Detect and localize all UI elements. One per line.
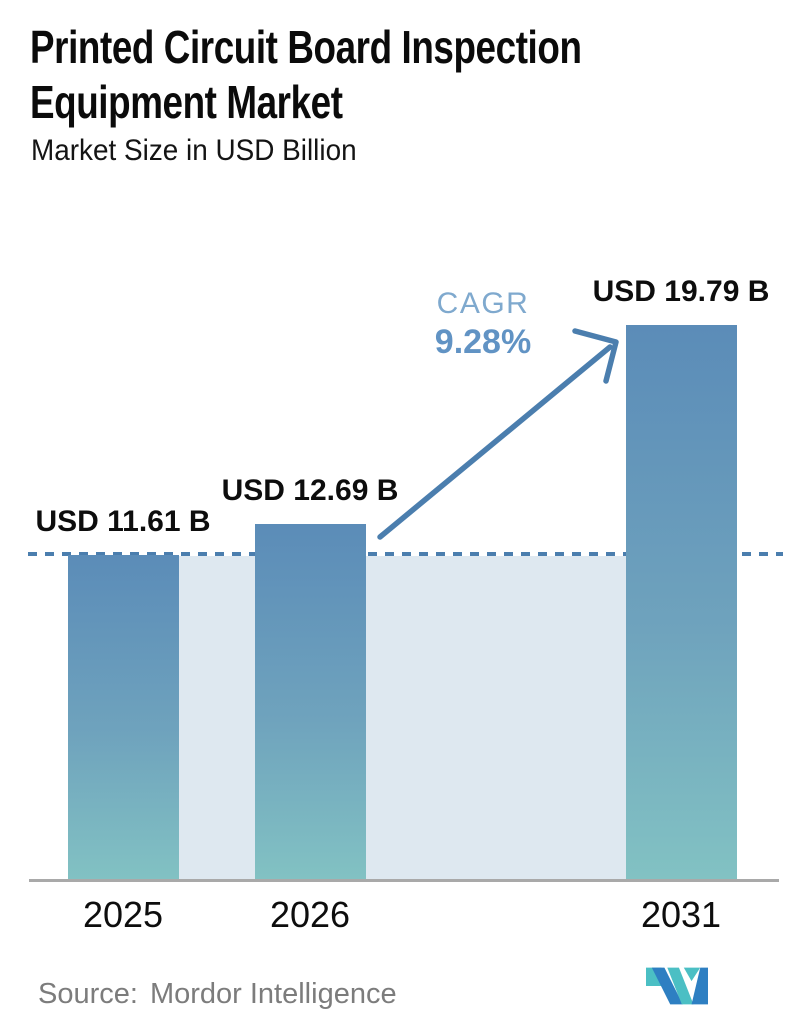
x-tick-label-2025: 2025: [82, 894, 164, 935]
page-title: Printed Circuit Board Inspection Equipme…: [30, 20, 582, 130]
source-attribution: Source: Mordor Intelligence: [38, 978, 397, 1011]
x-axis-line: [29, 879, 779, 882]
x-tick-label-2031: 2031: [640, 894, 722, 935]
mordor-intelligence-logo: [646, 967, 708, 1005]
bar-2025: [67, 555, 179, 881]
x-tick-label-2026: 2026: [269, 894, 351, 935]
page-title-line-1: Printed Circuit Board Inspection: [30, 21, 582, 73]
cagr-value: 9.28%: [434, 323, 532, 361]
cagr-label: CAGR: [436, 287, 530, 320]
cagr-annotation: CAGR 9.28%: [378, 286, 588, 362]
reference-dashed-line: [28, 552, 783, 556]
value-label-2025: USD 11.61 B: [35, 505, 211, 538]
source-value: Mordor Intelligence: [149, 978, 397, 1010]
bar-2031: [625, 325, 737, 881]
between-bars-fill: [67, 556, 737, 881]
value-label-2026: USD 12.69 B: [221, 474, 399, 507]
value-label-2031: USD 19.79 B: [592, 275, 770, 308]
chart-subtitle: Market Size in USD Billion: [31, 134, 357, 167]
source-label: Source:: [38, 978, 138, 1010]
bar-2026: [254, 524, 366, 881]
page-title-line-2: Equipment Market: [30, 76, 343, 128]
